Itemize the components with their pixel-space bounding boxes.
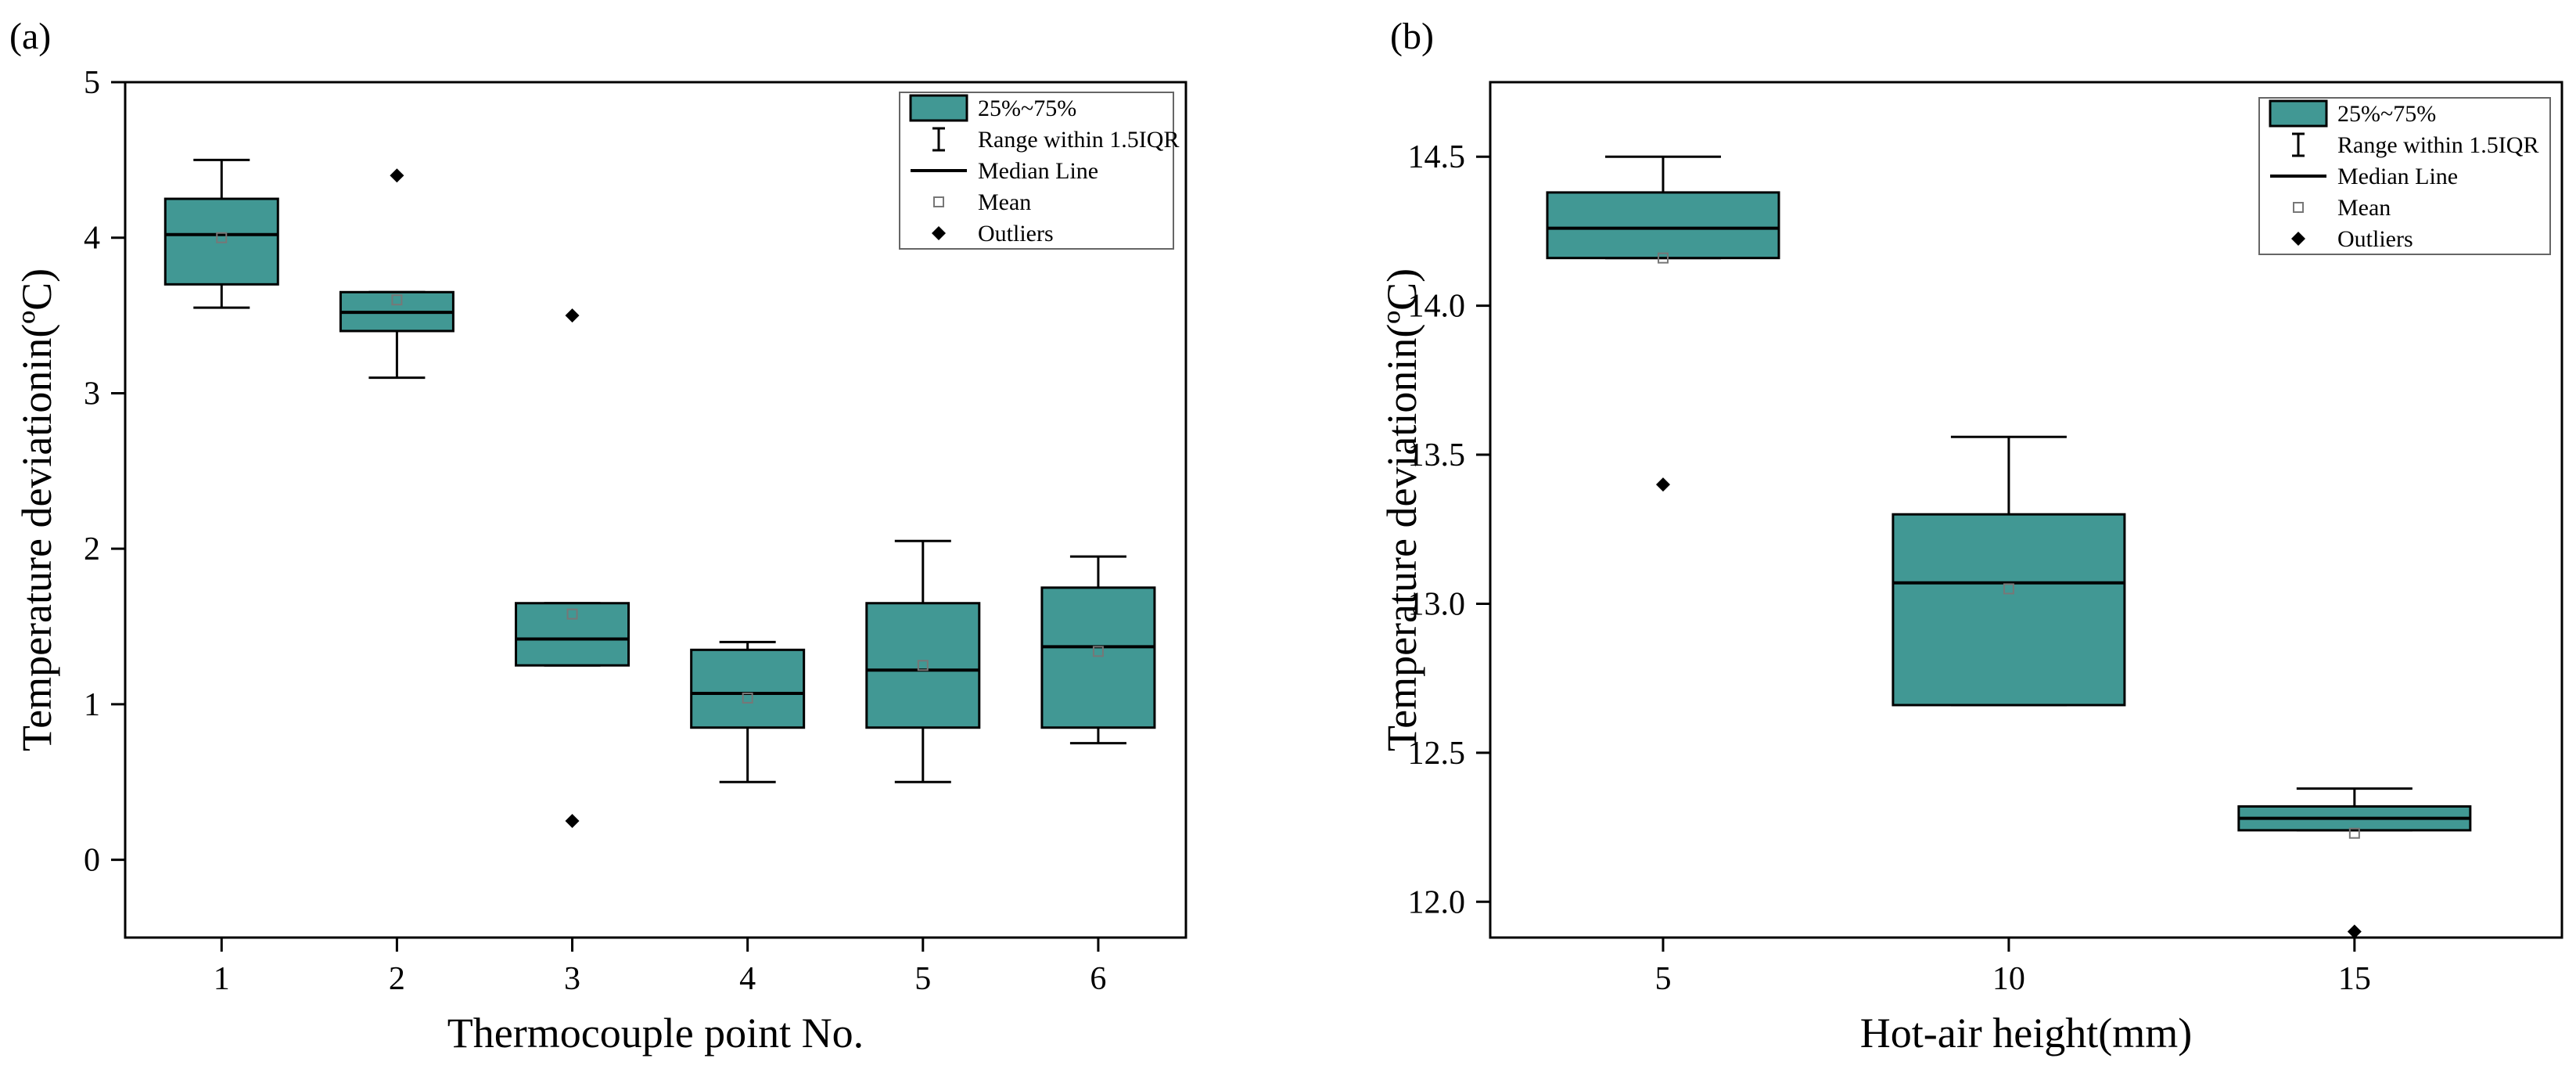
y-tick-label: 3 (84, 376, 100, 412)
legend-swatch-outlier (932, 226, 946, 240)
chart-panel-0: (a) 0 1 2 3 4 5 1 2 3 4 5 6 Thermocouple point No. Tem… (9, 16, 1187, 1057)
x-axis-label: Hot-air height(mm) (1860, 1010, 2192, 1057)
y-tick-label: 12.0 (1408, 884, 1466, 920)
y-tick-label: 13.5 (1408, 437, 1466, 473)
box-2 (339, 168, 454, 380)
y-tick-label: 13.0 (1408, 586, 1466, 622)
y-tick-label: 2 (84, 531, 100, 567)
panel-label: (b) (1390, 16, 1434, 57)
outlier-point (390, 168, 404, 183)
iqr-box (163, 197, 279, 286)
outlier-point (2347, 924, 2362, 939)
x-tick-label: 2 (389, 961, 405, 997)
legend-swatch-mean (933, 196, 944, 207)
mean-marker (391, 294, 403, 306)
mean-marker (566, 608, 578, 620)
legend-swatch-outlier (2291, 232, 2305, 246)
box-1 (163, 158, 279, 309)
legend-label-mean: Mean (2337, 195, 2391, 221)
mean-marker (742, 692, 753, 704)
y-tick-label: 12.5 (1408, 736, 1466, 772)
mean-marker (1657, 252, 1669, 264)
x-tick-label: 15 (2338, 961, 2371, 997)
x-axis-label: Thermocouple point No. (447, 1010, 864, 1057)
legend-swatch-box (909, 94, 968, 122)
x-tick-label: 10 (1992, 961, 2025, 997)
x-tick-label: 3 (564, 961, 580, 997)
y-axis-label: Temperature deviationin(ºC) (13, 268, 60, 751)
mean-marker (2348, 827, 2360, 839)
outlier-point (565, 813, 580, 828)
legend-swatch-mean (2293, 202, 2304, 213)
legend-swatch-box (2269, 99, 2328, 128)
y-tick-label: 0 (84, 843, 100, 879)
outlier-point (565, 308, 580, 323)
y-tick-label: 1 (84, 687, 100, 723)
y-tick-label: 5 (84, 65, 100, 101)
box-6 (1040, 555, 1156, 745)
iqr-box (865, 602, 981, 729)
y-tick-label: 14.5 (1408, 139, 1466, 175)
legend-label-median: Median Line (978, 158, 1098, 184)
outlier-point (1655, 477, 1670, 492)
legend-label-range: Range within 1.5IQR (978, 127, 1179, 153)
x-tick-label: 5 (914, 961, 931, 997)
iqr-box (1040, 586, 1156, 729)
panel-label: (a) (9, 16, 51, 57)
box-4 (690, 640, 806, 783)
mean-marker (216, 232, 228, 243)
x-tick-label: 6 (1090, 961, 1106, 997)
iqr-box (1892, 513, 2126, 707)
x-tick-label: 1 (214, 961, 230, 997)
box-3 (515, 308, 631, 828)
box-5 (865, 539, 981, 783)
iqr-box (1546, 191, 1780, 260)
legend-label-box: 25%~75% (2337, 101, 2436, 127)
box-10 (1892, 435, 2126, 707)
box-15 (2237, 787, 2472, 939)
x-tick-label: 5 (1654, 961, 1671, 997)
legend-label-outliers: Outliers (2337, 226, 2413, 252)
y-axis-label: Temperature deviationin(ºC) (1378, 268, 1425, 751)
x-tick-label: 4 (739, 961, 756, 997)
iqr-box (515, 602, 631, 667)
mean-marker (2003, 583, 2014, 595)
legend: 25%~75% Range within 1.5IQR Median Line Mea… (2258, 97, 2551, 255)
legend: 25%~75% Range within 1.5IQR Median Line Mea… (899, 92, 1179, 250)
y-tick-label: 14.0 (1408, 289, 1466, 325)
legend-label-range: Range within 1.5IQR (2337, 132, 2538, 158)
legend-label-box: 25%~75% (978, 95, 1076, 121)
legend-label-mean: Mean (978, 189, 1031, 215)
y-tick-label: 4 (84, 221, 100, 257)
plot-frame (1489, 81, 2563, 939)
mean-marker (1092, 646, 1104, 657)
mean-marker (917, 660, 929, 671)
legend-label-outliers: Outliers (978, 221, 1054, 247)
legend-label-median: Median Line (2337, 164, 2458, 189)
iqr-box (690, 648, 806, 729)
plot-frame (124, 81, 1187, 939)
box-5 (1546, 155, 1780, 492)
chart-panel-1: (b) 12.0 12.5 13.0 13.5 14.0 14.5 5 10 15 Hot-air … (1378, 16, 2563, 1057)
